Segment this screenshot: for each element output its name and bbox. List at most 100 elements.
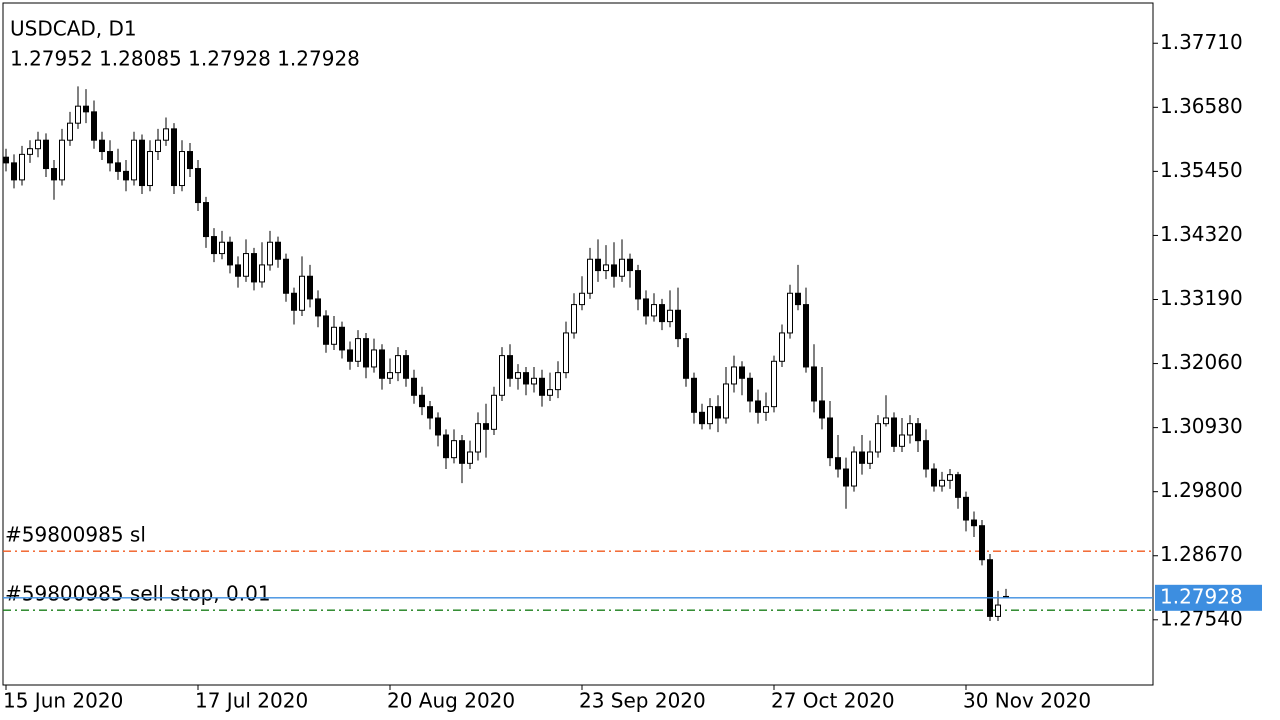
candle-body	[851, 451, 857, 487]
candle-body	[291, 292, 297, 311]
candle-body	[555, 372, 561, 391]
candle-body	[643, 298, 649, 317]
candle-body	[19, 153, 25, 181]
candle-body	[563, 332, 569, 374]
candle-body	[355, 338, 361, 362]
candle-body	[211, 236, 217, 255]
candle-body	[715, 406, 721, 419]
candle-body	[435, 417, 441, 436]
candle-body	[955, 474, 961, 498]
candle-body	[499, 355, 505, 396]
x-tick-label: 15 Jun 2020	[3, 689, 123, 713]
candle-body	[947, 474, 953, 481]
x-tick-label: 17 Jul 2020	[195, 689, 308, 713]
candle-body	[875, 423, 881, 453]
candle-body	[179, 151, 185, 187]
candle-body	[883, 417, 889, 425]
candle-body	[395, 355, 401, 374]
candle-body	[731, 366, 737, 385]
candle-body	[107, 151, 113, 164]
candle-body	[755, 400, 761, 413]
candle-body	[339, 326, 345, 351]
candle-body	[787, 292, 793, 334]
candle-body	[115, 162, 121, 172]
candle-body	[483, 423, 489, 430]
candle-body	[819, 400, 825, 419]
candle-body	[11, 162, 17, 181]
candle-body	[987, 559, 993, 617]
candle-body	[843, 468, 849, 487]
candle-body	[307, 275, 313, 300]
candle-body	[139, 139, 145, 187]
candle-body	[531, 377, 537, 385]
candle-body	[467, 451, 473, 464]
candle-body	[187, 151, 193, 170]
y-tick-label: 1.37710	[1160, 30, 1243, 54]
candle-body	[163, 128, 169, 141]
candle-body	[459, 440, 465, 464]
candle-body	[259, 264, 265, 283]
candle-body	[131, 139, 137, 181]
candle-body	[363, 338, 369, 368]
candle-body	[867, 451, 873, 464]
candle-body	[419, 394, 425, 408]
candle-body	[915, 423, 921, 442]
y-tick-label: 1.28670	[1160, 542, 1243, 566]
candle-body	[683, 338, 689, 379]
candle-body	[523, 372, 529, 385]
candle-body	[547, 389, 553, 396]
candle-body	[171, 128, 177, 187]
candle-body	[539, 377, 545, 396]
candle-body	[859, 451, 865, 464]
y-tick-label: 1.29800	[1160, 478, 1243, 502]
candle-body	[963, 496, 969, 521]
candle-body	[979, 525, 985, 561]
candle-body	[651, 304, 657, 317]
x-tick-label: 23 Sep 2020	[579, 689, 706, 713]
candle-body	[451, 440, 457, 459]
candle-body	[707, 406, 713, 425]
candle-body	[891, 417, 897, 447]
candle-body	[835, 457, 841, 470]
candle-body	[123, 170, 129, 181]
y-tick-label: 1.36580	[1160, 94, 1243, 118]
candle-body	[907, 423, 913, 436]
candle-body	[83, 105, 89, 113]
candle-body	[3, 156, 9, 164]
candle-body	[579, 292, 585, 306]
candle-body	[667, 309, 673, 323]
candle-body	[739, 366, 745, 379]
candle-body	[747, 377, 753, 402]
x-tick-label: 30 Nov 2020	[963, 689, 1091, 713]
candle-body	[379, 349, 385, 379]
order-label: #59800985 sell stop, 0.01	[5, 582, 271, 606]
candle-body	[603, 264, 609, 272]
candle-body	[811, 366, 817, 402]
candle-body	[971, 519, 977, 527]
candle-body	[659, 304, 665, 323]
order-label: #59800985 sl	[5, 523, 146, 547]
x-tick-label: 27 Oct 2020	[771, 689, 895, 713]
candle-body	[387, 372, 393, 379]
candle-body	[443, 434, 449, 459]
candle-body	[203, 202, 209, 238]
candle-body	[619, 258, 625, 277]
candle-body	[283, 258, 289, 294]
candle-body	[795, 292, 801, 306]
price-tag-label: 1.27928	[1160, 584, 1243, 608]
candle-body	[67, 122, 73, 141]
candle-body	[515, 372, 521, 379]
candle-body	[475, 423, 481, 453]
candle-body	[995, 604, 1001, 617]
candle-body	[507, 355, 513, 379]
candle-body	[227, 241, 233, 266]
candle-body	[571, 304, 577, 334]
candle-body	[939, 479, 945, 487]
candle-body	[51, 168, 57, 181]
x-tick-label: 20 Aug 2020	[387, 689, 515, 713]
ohlc-readout: 1.27952 1.28085 1.27928 1.27928	[10, 47, 360, 71]
candle-body	[595, 258, 601, 272]
candle-body	[235, 264, 241, 277]
candle-body	[195, 168, 201, 204]
